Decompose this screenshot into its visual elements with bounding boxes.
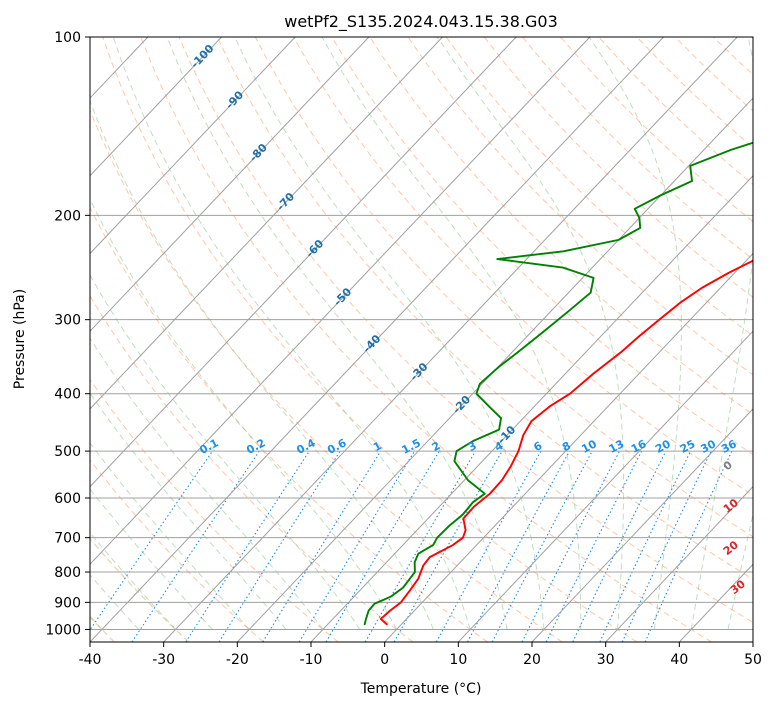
y-tick-label: 900 [54, 595, 81, 611]
y-tick-label: 500 [54, 444, 81, 460]
mixing-ratio-line [521, 450, 621, 642]
y-axis-title: Pressure (hPa) [12, 289, 28, 389]
mixing-ratio-line [185, 450, 310, 642]
x-tick-label: 10 [449, 652, 467, 668]
mixing-ratio-label: 30 [698, 437, 718, 456]
x-axis: -40 -30 -20 -10 0 10 20 30 40 50 [79, 642, 762, 668]
sounding-series [363, 141, 753, 626]
moist-adiabat-line [90, 442, 250, 630]
y-tick-label: 400 [54, 387, 81, 403]
moist-adiabat-line [90, 337, 324, 630]
dry-adiabat-line [331, 37, 753, 456]
y-tick-label: 300 [54, 313, 81, 329]
moist-adiabat-line [166, 37, 508, 630]
x-tick-label: 40 [670, 652, 688, 668]
x-tick-label: 20 [523, 652, 541, 668]
y-tick-label: 1000 [45, 622, 81, 638]
dry-adiabat-line [216, 37, 753, 580]
y-axis: 100 200 300 400 500 600 700 800 900 1000 [45, 30, 90, 638]
moist-adiabat-line [690, 37, 753, 630]
y-tick-label: 700 [54, 531, 81, 547]
chart-title: wetPf2_S135.2024.043.15.38.G03 [284, 12, 558, 32]
mixing-ratio-line [467, 450, 570, 642]
mixing-ratio-label: 10 [579, 437, 599, 456]
mixing-ratio-lines [90, 450, 733, 642]
dry-adiabat-line [102, 37, 638, 642]
dry-adiabat-line [90, 459, 264, 642]
x-tick-label: -10 [300, 652, 323, 668]
x-tick-label: 50 [744, 652, 762, 668]
y-tick-label: 600 [54, 491, 81, 507]
mixing-ratio-label: 36 [719, 437, 739, 456]
mixing-ratio-label: 13 [607, 437, 627, 456]
mixing-ratio-line [545, 450, 643, 642]
y-tick-label: 100 [54, 30, 81, 46]
dry-adiabat-line [293, 37, 753, 496]
mixing-ratio-line [393, 450, 503, 642]
dewpoint-line [363, 141, 753, 626]
dry-adiabat-line [140, 37, 712, 642]
isotherm-line [236, 97, 753, 642]
moist-adiabat-line [321, 37, 582, 630]
moist-adiabat-line [727, 512, 753, 630]
mixing-ratio-line [435, 450, 542, 642]
dry-adiabat-line [407, 37, 753, 376]
isotherms [90, 37, 753, 642]
isotherm-line [457, 330, 753, 642]
moist-adiabat-line [90, 99, 434, 630]
dry-adiabat-line [90, 109, 563, 642]
dry-adiabat-line [445, 37, 753, 337]
isotherm-line [384, 252, 753, 642]
isobar-gridlines [90, 37, 753, 630]
isotherm-line [605, 485, 753, 642]
y-tick-label: 200 [54, 208, 81, 224]
moist-adiabat-line [234, 37, 545, 630]
isotherm-line [531, 408, 753, 642]
mixing-ratio-label: 20 [653, 437, 673, 456]
mixing-ratio-line [218, 450, 341, 642]
isotherm-line [90, 37, 222, 177]
isotherm-line [163, 37, 738, 642]
moist-adiabat-line [90, 198, 398, 630]
dry-adiabat-line [90, 537, 190, 642]
isotherm-line [90, 37, 517, 488]
moist-adiabat-line [90, 392, 287, 630]
isotherm-line [90, 37, 591, 566]
dry-adiabat-line [178, 37, 753, 623]
x-tick-label: 0 [380, 652, 389, 668]
temperature-line [379, 259, 753, 626]
mixing-ratio-label: 25 [678, 437, 698, 456]
x-tick-label: -40 [79, 652, 102, 668]
isotherm-line [310, 175, 753, 642]
dry-adiabats [90, 37, 753, 642]
mixing-ratio-line [262, 450, 382, 642]
x-tick-label: 30 [597, 652, 615, 668]
moist-adiabat-line [436, 37, 625, 630]
moist-adiabat-line [90, 274, 361, 630]
mixing-ratio-line [298, 450, 415, 642]
moist-adiabat-line [588, 37, 682, 630]
mixing-ratio-label: 16 [629, 437, 649, 456]
x-tick-label: -20 [226, 652, 249, 668]
dry-adiabat-line [90, 206, 488, 642]
isotherm-line [90, 37, 664, 642]
y-tick-label: 800 [54, 565, 81, 581]
isotherm-line [90, 37, 443, 410]
isotherm-line [90, 37, 296, 255]
isotherm-line [90, 37, 370, 332]
x-tick-label: -30 [152, 652, 175, 668]
dry-adiabat-line [369, 37, 753, 415]
x-axis-title: Temperature (°C) [360, 681, 482, 697]
mixing-ratio-line [90, 450, 213, 631]
plot-frame [89, 36, 754, 643]
plot-area: 0.1 0.2 0.4 0.6 1 1.5 2 3 4 6 8 10 13 16 20 25 30 36-100-… [90, 37, 753, 642]
